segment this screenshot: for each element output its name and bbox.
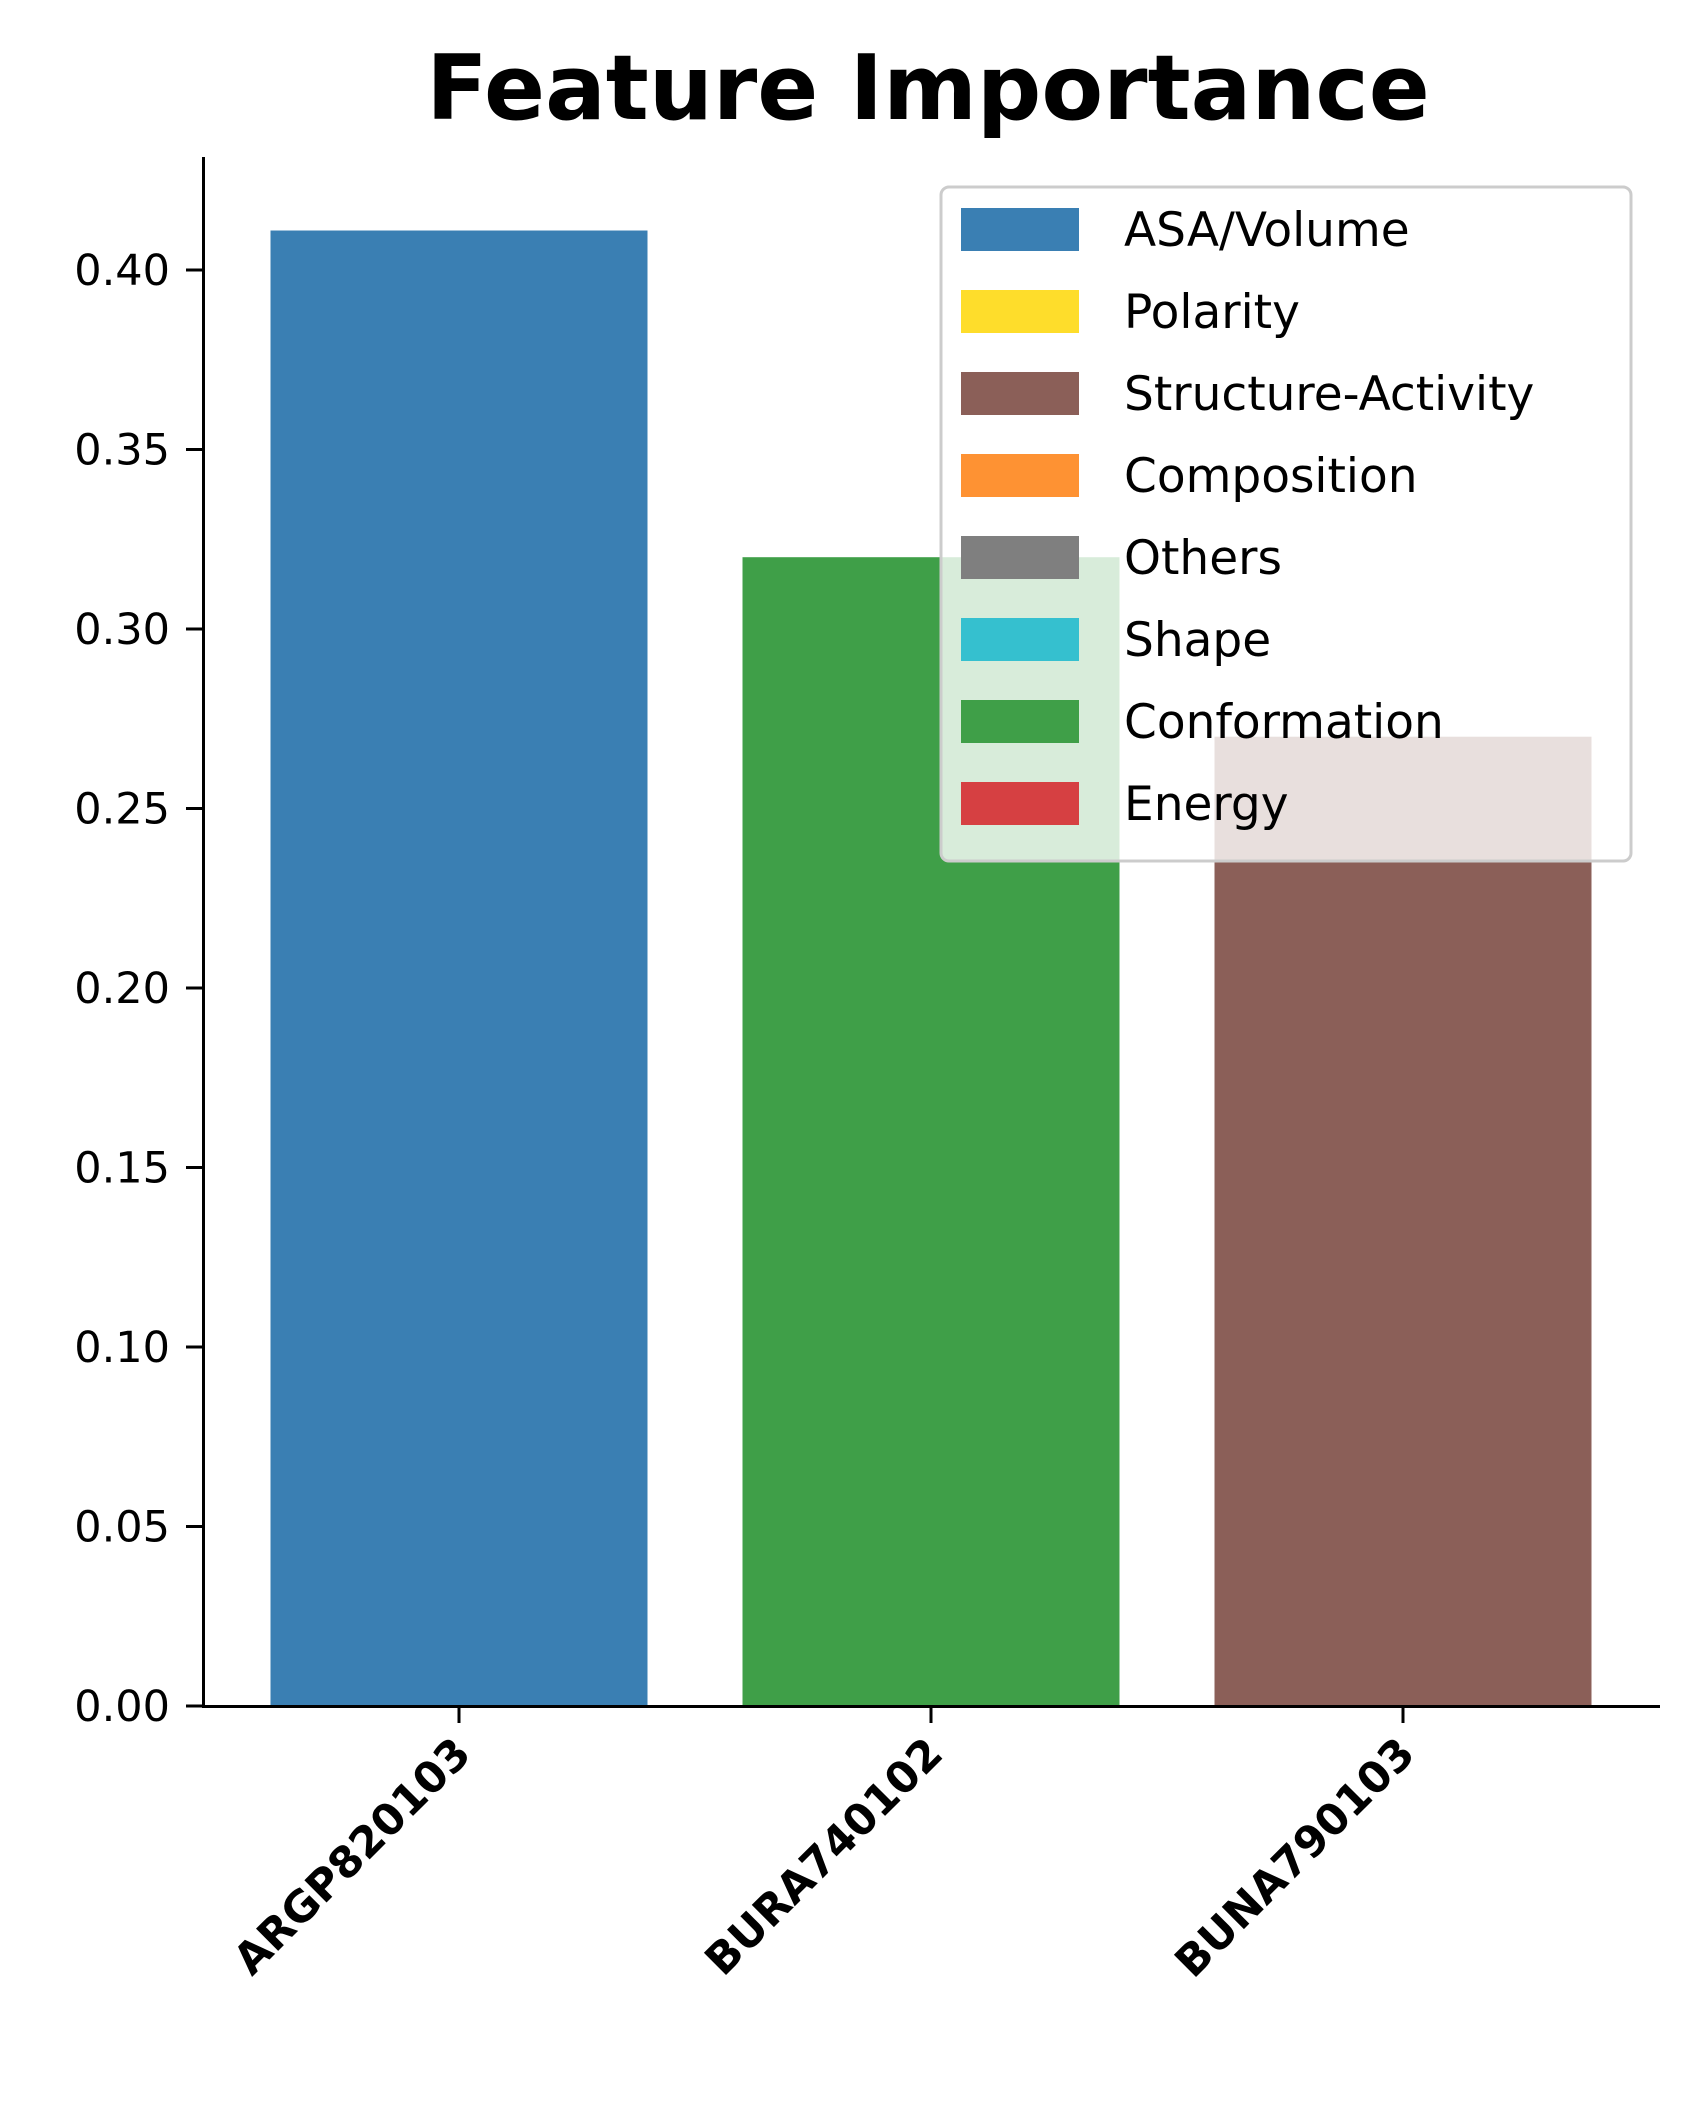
- y-tick-label: 0.35: [74, 426, 170, 476]
- legend-label: ASA/Volume: [1124, 203, 1410, 258]
- legend-swatch: [961, 372, 1079, 415]
- bar-buna790103: [1214, 736, 1592, 1706]
- legend-swatch: [961, 454, 1079, 497]
- legend-label: Polarity: [1124, 285, 1300, 340]
- y-ticks: 0.00 0.05 0.10 0.15 0.20 0.25 0.30 0.35 0.40: [74, 246, 203, 1732]
- chart-title: Feature Importance: [426, 36, 1430, 141]
- y-tick-label: 0.20: [74, 964, 170, 1014]
- legend-swatch: [961, 208, 1079, 251]
- legend-swatch: [961, 618, 1079, 661]
- legend-swatch: [961, 290, 1079, 333]
- y-tick-label: 0.30: [74, 605, 170, 655]
- y-tick-label: 0.00: [74, 1682, 170, 1732]
- legend-frame: [939, 185, 1633, 863]
- y-tick-label: 0.25: [74, 785, 170, 835]
- legend-label: Conformation: [1124, 695, 1444, 750]
- y-tick-label: 0.10: [74, 1323, 170, 1373]
- legend-label: Structure-Activity: [1124, 367, 1534, 422]
- legend-swatch: [961, 782, 1079, 825]
- legend-label: Others: [1124, 531, 1282, 586]
- x-tick-label: BUNA790103: [1166, 1728, 1425, 1987]
- y-tick-label: 0.15: [74, 1144, 170, 1194]
- x-ticks: ARGP820103 BURA740102 BUNA790103: [224, 1706, 1425, 1988]
- x-tick-label: ARGP820103: [224, 1728, 480, 1984]
- x-tick-label: BURA740102: [696, 1728, 953, 1985]
- y-tick-label: 0.05: [74, 1503, 170, 1553]
- legend-label: Composition: [1124, 449, 1418, 504]
- y-tick-label: 0.40: [74, 246, 170, 296]
- bar-argp820103: [270, 230, 648, 1706]
- legend-swatch: [961, 536, 1079, 579]
- legend-label: Energy: [1124, 777, 1289, 832]
- legend-swatch: [961, 700, 1079, 743]
- legend-label: Shape: [1124, 613, 1271, 668]
- legend: ASA/Volume Polarity Structure-Activity Comp…: [939, 185, 1633, 863]
